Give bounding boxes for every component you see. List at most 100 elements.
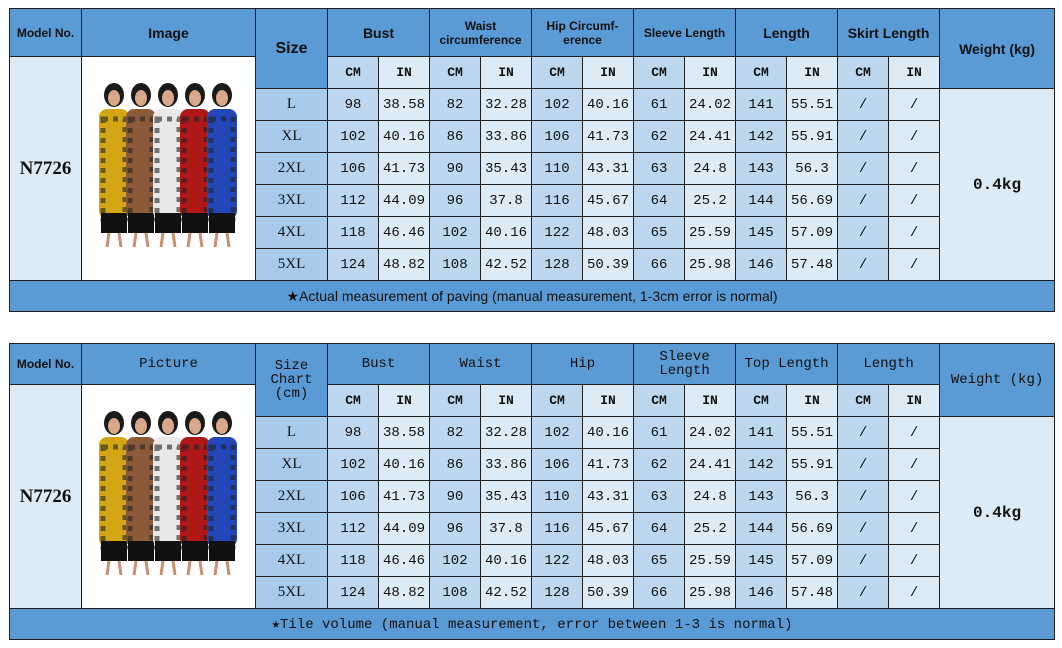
measurement-value: 25.2 xyxy=(684,184,737,217)
measurement-value: 116 xyxy=(531,184,583,217)
measurement-value: 43.31 xyxy=(581,152,635,185)
size-label: 3XL xyxy=(255,184,328,217)
measurement-value: 41.73 xyxy=(581,120,635,153)
measurement-value: 40.16 xyxy=(480,544,533,577)
measurement-value: 40.16 xyxy=(378,120,430,153)
measurement-value: 24.8 xyxy=(684,152,737,185)
header-size: Size Chart (cm) xyxy=(255,343,328,417)
measurement-value: / xyxy=(837,152,890,185)
measurement-value: 124 xyxy=(327,576,379,609)
product-photo xyxy=(98,83,237,248)
measurement-value: / xyxy=(837,480,890,513)
table-row: 3XL 112 44.09 96 37.8 116 45.67 64 25.2 144 56.69/… xyxy=(10,512,1055,545)
measurement-value: 146 xyxy=(735,248,788,281)
measurement-value: 32.28 xyxy=(480,88,532,121)
measurement-value: 118 xyxy=(327,216,379,249)
measurement-value: 56.3 xyxy=(786,152,839,185)
measurement-value: / xyxy=(888,448,941,481)
measurement-value: 56.69 xyxy=(786,512,839,545)
weight-value: 0.4kg xyxy=(939,416,1056,609)
measurement-value: / xyxy=(888,512,941,545)
header-skirt-length: Skirt Length xyxy=(837,8,941,57)
measurement-value: 82 xyxy=(429,88,481,121)
measurement-value: 108 xyxy=(429,576,482,609)
measurement-value: / xyxy=(888,152,941,185)
size-label: XL xyxy=(255,120,328,153)
unit-cm: CM xyxy=(837,56,890,89)
header-image: Image xyxy=(81,8,256,57)
measurement-value: 25.98 xyxy=(684,248,737,281)
measurement-value: 96 xyxy=(429,184,481,217)
size-label: 3XL xyxy=(255,512,328,545)
measurement-value: 141 xyxy=(735,88,788,121)
measurement-value: 62 xyxy=(633,448,686,481)
measurement-value: / xyxy=(837,216,890,249)
measurement-value: 42.52 xyxy=(480,576,533,609)
measurement-value: 102 xyxy=(531,88,583,121)
measurement-value: 24.02 xyxy=(684,416,737,449)
measurement-value: 38.58 xyxy=(377,416,431,449)
measurement-value: 35.43 xyxy=(480,152,532,185)
measurement-value: 106 xyxy=(327,480,379,513)
measurement-value: 40.16 xyxy=(377,448,431,481)
measurement-value: / xyxy=(837,544,890,577)
measurement-value: 48.03 xyxy=(581,216,635,249)
unit-cm: CM xyxy=(429,384,482,417)
measurement-value: 90 xyxy=(429,480,482,513)
size-label: L xyxy=(255,416,328,449)
header-sleeve-length: Sleeve Length xyxy=(633,8,737,57)
unit-cm: CM xyxy=(327,384,379,417)
measurement-value: 24.02 xyxy=(684,88,737,121)
measurement-value: 35.43 xyxy=(480,480,533,513)
measurement-value: 142 xyxy=(735,120,788,153)
unit-in: IN xyxy=(786,384,839,417)
header-weight: Weight (kg) xyxy=(939,343,1056,417)
table-row: 5XL 124 48.82 108 42.52 128 50.39 66 25.98 146 57.… xyxy=(10,248,1055,281)
measurement-value: 50.39 xyxy=(582,576,635,609)
measurement-value: 56.69 xyxy=(786,184,839,217)
measurement-note: ★Actual measurement of paving (manual me… xyxy=(8,280,1056,312)
measurement-value: 46.46 xyxy=(378,216,430,249)
measurement-value: 46.46 xyxy=(377,544,431,577)
measurement-value: 118 xyxy=(327,544,379,577)
unit-in: IN xyxy=(684,56,737,89)
measurement-value: 44.09 xyxy=(378,184,430,217)
measurement-value: 145 xyxy=(735,216,788,249)
measurement-value: 55.51 xyxy=(786,88,839,121)
measurement-value: / xyxy=(888,416,941,449)
measurement-value: 33.86 xyxy=(480,448,533,481)
measurement-value: 143 xyxy=(735,480,788,513)
model-number: N7726 xyxy=(9,56,82,281)
weight-value: 0.4kg xyxy=(939,88,1056,281)
measurement-value: 62 xyxy=(633,120,686,153)
measurement-value: 116 xyxy=(531,512,584,545)
measurement-value: 48.82 xyxy=(378,248,430,281)
size-label: 2XL xyxy=(255,480,328,513)
size-label: XL xyxy=(255,448,328,481)
unit-cm: CM xyxy=(327,56,379,89)
model-number: N7726 xyxy=(9,384,82,609)
unit-cm: CM xyxy=(735,384,788,417)
measurement-note: ★Tile volume (manual measurement, error … xyxy=(8,608,1056,640)
header-hip: Hip xyxy=(531,343,635,385)
unit-in: IN xyxy=(581,56,635,89)
measurement-value: 65 xyxy=(633,216,686,249)
measurement-value: 66 xyxy=(633,576,686,609)
measurement-value: 102 xyxy=(531,416,584,449)
header-waist: Waist xyxy=(429,343,533,385)
size-label: 2XL xyxy=(255,152,328,185)
header-weight: Weight (kg) xyxy=(939,8,1056,89)
unit-in: IN xyxy=(480,384,533,417)
header-top-length: Top Length xyxy=(735,343,839,385)
measurement-value: 98 xyxy=(327,416,379,449)
measurement-value: 25.59 xyxy=(684,544,737,577)
measurement-value: 141 xyxy=(735,416,788,449)
measurement-value: 65 xyxy=(633,544,686,577)
measurement-value: 57.09 xyxy=(786,544,839,577)
product-image-cell xyxy=(81,384,256,609)
measurement-value: 41.73 xyxy=(582,448,635,481)
measurement-value: 61 xyxy=(633,416,686,449)
measurement-value: 144 xyxy=(735,512,788,545)
measurement-value: 24.41 xyxy=(684,448,737,481)
measurement-value: 128 xyxy=(531,576,584,609)
